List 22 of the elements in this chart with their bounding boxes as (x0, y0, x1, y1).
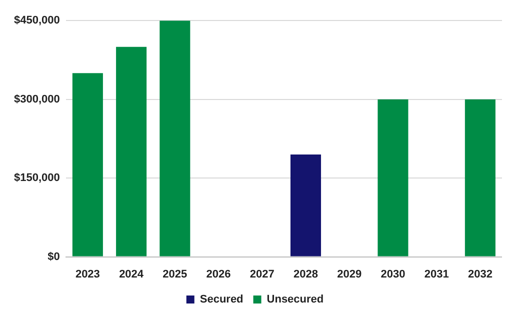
x-tick-label: 2024 (119, 268, 144, 280)
y-tick-label: $450,000 (14, 14, 60, 27)
y-tick-label: $0 (48, 250, 60, 263)
bar (378, 99, 408, 256)
x-tick-label: 2031 (424, 268, 449, 280)
bar (290, 154, 322, 256)
x-tick-label: 2032 (468, 268, 492, 280)
x-tick-label: 2026 (206, 268, 231, 280)
legend-label: Unsecured (266, 294, 324, 306)
y-tick-label: $300,000 (14, 93, 60, 106)
bar (72, 73, 103, 256)
x-tick-label: 2028 (294, 268, 318, 280)
x-tick-label: 2029 (337, 268, 362, 280)
x-tick-label: 2027 (250, 268, 274, 280)
bar (464, 99, 496, 256)
x-tick-label: 2025 (162, 268, 188, 280)
bar (116, 46, 147, 256)
legend-label: Secured (200, 294, 244, 306)
bar (160, 20, 190, 256)
x-tick-label: 2023 (75, 268, 100, 280)
x-tick-label: 2030 (380, 268, 406, 280)
y-tick-label: $150,000 (14, 172, 60, 184)
